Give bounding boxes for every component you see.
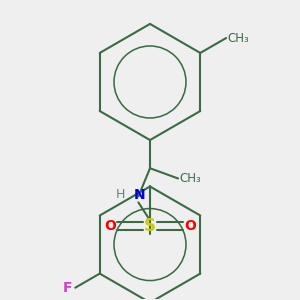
Text: CH₃: CH₃ xyxy=(180,172,202,185)
Text: O: O xyxy=(104,219,116,233)
Text: S: S xyxy=(144,217,156,235)
Text: CH₃: CH₃ xyxy=(228,32,250,44)
Text: F: F xyxy=(62,281,72,295)
Text: H: H xyxy=(116,188,125,201)
Text: N: N xyxy=(134,188,146,202)
Text: O: O xyxy=(184,219,196,233)
